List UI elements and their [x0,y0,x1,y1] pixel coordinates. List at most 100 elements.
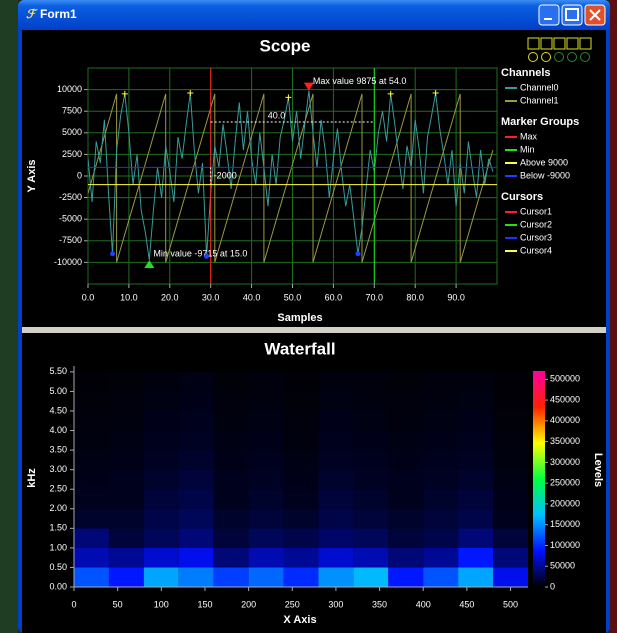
y-tick-label: -5000 [59,214,82,224]
page: ℱ Form1 Scope-10000-7500-5000-2500025005… [0,0,617,633]
heatmap-cell [458,372,493,392]
legend-heading: Cursors [501,191,543,203]
minimize-button[interactable] [539,5,559,25]
legend-label: Cursor3 [520,232,552,242]
colorbar-tick-label: 500000 [550,374,580,384]
heatmap-cell [179,411,214,431]
heatmap-cell [179,470,214,490]
heatmap-cell [318,548,353,568]
legend-label: Below -9000 [520,170,570,180]
title-bar [18,0,610,30]
x-tick-label: 300 [328,599,343,609]
heatmap-cell [458,470,493,490]
heatmap-cell [179,450,214,470]
heatmap-cell [318,470,353,490]
heatmap-cell [318,567,353,587]
y-tick-label: -7500 [59,235,82,245]
y-tick-label: 0 [77,170,82,180]
heatmap-cell [388,567,423,587]
heatmap-cell [109,567,144,587]
heatmap-cell [74,372,109,392]
colorbar-tick-label: 250000 [550,478,580,488]
heatmap-cell [214,567,249,587]
y-tick-label: 10000 [57,84,82,94]
y-tick-label: 3.00 [49,464,67,474]
y-tick-label: 5.50 [49,366,67,376]
heatmap-cell [214,509,249,529]
y-axis-label: kHz [26,468,38,488]
x-tick-label: 400 [416,599,431,609]
heatmap-cell [458,509,493,529]
x-axis-label: X Axis [283,614,316,626]
heatmap-cell [144,548,179,568]
heatmap-cell [423,372,458,392]
heatmap-cell [284,411,319,431]
heatmap-cell [493,391,528,411]
heatmap-cell [353,391,388,411]
heatmap-cell [109,450,144,470]
heatmap-cell [388,489,423,509]
heatmap-cell [423,567,458,587]
marker-annotation: Min value -9715 at 15.0 [153,248,247,258]
heatmap-cell [493,470,528,490]
heatmap-cell [144,450,179,470]
colorbar-tick-label: 200000 [550,498,580,508]
heatmap-cell [144,528,179,548]
x-tick-label: 50.0 [284,292,302,302]
colorbar-tick-label: 300000 [550,457,580,467]
legend-heading: Marker Groups [501,116,579,128]
heatmap-cell [249,528,284,548]
heatmap-cell [214,391,249,411]
heatmap-cell [179,489,214,509]
heatmap-cell [249,548,284,568]
marker [204,254,209,259]
x-tick-label: 80.0 [406,292,424,302]
colorbar [533,371,545,587]
x-tick-label: 90.0 [447,292,465,302]
x-tick-label: 100 [154,599,169,609]
heatmap-cell [179,567,214,587]
colorbar-tick-label: 450000 [550,394,580,404]
splitter[interactable] [22,327,606,333]
x-tick-label: 20.0 [161,292,179,302]
y-tick-label: -10000 [54,257,82,267]
heatmap-cell [109,411,144,431]
heatmap-cell [423,509,458,529]
y-tick-label: 2500 [62,149,82,159]
heatmap-cell [144,489,179,509]
heatmap-cell [249,411,284,431]
x-tick-label: 70.0 [366,292,384,302]
heatmap-cell [458,411,493,431]
heatmap-cell [318,528,353,548]
heatmap-cell [458,567,493,587]
heatmap-cell [74,548,109,568]
heatmap-cell [318,431,353,451]
y-tick-label: 1.00 [49,542,67,552]
heatmap-cell [423,431,458,451]
y-tick-label: 2.00 [49,503,67,513]
window-title: Form1 [40,7,77,21]
heatmap-cell [318,489,353,509]
heatmap-cell [284,450,319,470]
x-tick-label: 150 [197,599,212,609]
heatmap-cell [318,411,353,431]
colorbar-tick-label: 0 [550,581,555,591]
heatmap-cell [249,509,284,529]
heatmap-cell [423,391,458,411]
heatmap-cell [284,548,319,568]
colorbar-label: Levels [592,453,604,487]
heatmap-cell [74,391,109,411]
heatmap-cell [353,489,388,509]
legend-label: Cursor2 [520,219,552,229]
heatmap-cell [493,450,528,470]
heatmap-cell [144,567,179,587]
heatmap-cell [353,372,388,392]
heatmap-cell [318,391,353,411]
heatmap-cell [493,509,528,529]
heatmap-cell [74,528,109,548]
x-tick-label: 350 [372,599,387,609]
screen: ℱ Form1 Scope-10000-7500-5000-2500025005… [0,0,617,633]
heatmap-cell [493,372,528,392]
heatmap-cell [144,431,179,451]
chart-title: Waterfall [264,339,335,358]
